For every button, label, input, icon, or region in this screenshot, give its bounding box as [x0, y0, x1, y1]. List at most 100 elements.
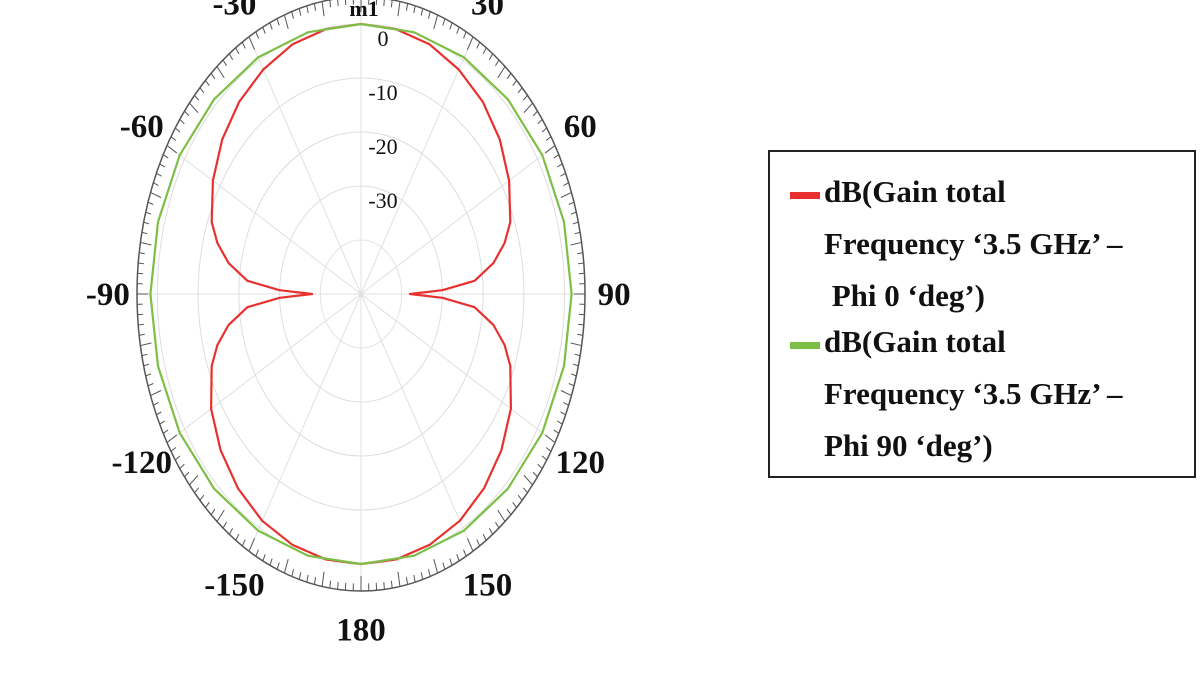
tick-mark — [495, 521, 500, 529]
tick-mark — [170, 136, 177, 141]
tick-mark — [262, 26, 266, 34]
tick-mark — [138, 262, 144, 265]
tick-mark — [174, 455, 181, 461]
spoke-210 — [248, 293, 362, 552]
tick-mark — [570, 342, 582, 347]
tick-mark — [184, 471, 190, 478]
tick-mark — [210, 508, 216, 515]
tick-mark — [570, 241, 582, 246]
tick-mark — [199, 494, 205, 501]
angle-label--150: -150 — [204, 568, 265, 604]
tick-mark — [321, 571, 325, 587]
tick-mark — [255, 31, 259, 39]
tick-mark — [162, 429, 169, 434]
tick-mark — [449, 22, 453, 30]
tick-mark — [563, 402, 569, 406]
angle-labels: 0 30 60 90 120 150 180 -150 -120 -90 -60 -30 — [86, 0, 631, 649]
radial-label--30: -30 — [368, 188, 397, 213]
tick-mark — [337, 0, 339, 7]
tick-mark — [194, 94, 200, 101]
tick-mark — [189, 475, 199, 486]
tick-mark — [488, 53, 494, 60]
tick-mark — [572, 363, 579, 367]
tick-mark — [156, 172, 162, 177]
tick-mark — [216, 509, 225, 522]
tick-mark — [184, 110, 190, 117]
tick-mark — [428, 569, 431, 577]
tick-mark — [269, 22, 273, 30]
tick-mark — [194, 487, 200, 494]
spoke-300 — [166, 145, 362, 295]
tick-mark — [138, 323, 144, 326]
tick-mark — [413, 5, 416, 14]
tick-mark — [420, 572, 424, 580]
tick-mark — [145, 373, 152, 377]
tick-mark — [420, 8, 424, 16]
tick-mark — [570, 373, 577, 377]
angle-label-180: 180 — [336, 613, 386, 649]
series-layer — [149, 22, 573, 566]
tick-mark — [563, 182, 569, 186]
tick-mark — [159, 163, 165, 168]
tick-mark — [143, 363, 150, 367]
legend-label-phi0: dB(Gain total Frequency ‘3.5 GHz’ – Phi … — [824, 174, 1123, 313]
tick-mark — [313, 577, 317, 585]
tick-mark — [456, 554, 460, 562]
tick-mark — [476, 539, 481, 547]
angle-label-150: 150 — [463, 568, 513, 604]
tick-mark — [522, 94, 528, 101]
tick-mark — [517, 494, 523, 501]
tick-mark — [140, 342, 152, 347]
tick-mark — [298, 8, 302, 16]
tick-mark — [397, 571, 401, 587]
tick-mark — [442, 562, 446, 570]
tick-mark — [572, 221, 579, 225]
tick-mark — [222, 59, 227, 67]
spoke-30 — [360, 36, 474, 295]
tick-mark — [241, 539, 246, 547]
tick-mark — [306, 574, 309, 583]
tick-mark — [153, 402, 159, 406]
tick-mark — [545, 447, 552, 452]
spoke-240 — [166, 293, 362, 443]
tick-mark — [216, 66, 225, 79]
tick-mark — [143, 221, 150, 225]
legend-label-phi90: dB(Gain total Frequency ‘3.5 GHz’ – Phi … — [824, 324, 1123, 463]
tick-mark — [578, 272, 585, 275]
tick-mark — [523, 475, 533, 486]
tick-mark — [329, 580, 332, 589]
tick-mark — [137, 313, 144, 316]
tick-mark — [541, 455, 548, 461]
tick-mark — [141, 231, 148, 235]
tick-mark — [488, 528, 494, 535]
tick-mark — [570, 211, 577, 215]
radial-label-0: 0 — [378, 26, 389, 51]
tick-mark — [495, 59, 500, 67]
spoke-150 — [360, 293, 474, 552]
legend-swatch-phi0 — [790, 192, 820, 199]
tick-mark — [162, 154, 169, 159]
angle-label--120: -120 — [112, 445, 173, 481]
tick-mark — [150, 191, 162, 198]
tick-mark — [262, 554, 266, 562]
tick-mark — [463, 31, 467, 39]
tick-mark — [574, 353, 581, 357]
tick-mark — [560, 172, 566, 177]
tick-mark — [523, 102, 533, 113]
tick-mark — [383, 581, 385, 590]
polar-chart: 0 30 60 90 120 150 180 -150 -120 -90 -60 -30 0 -10 -2… — [86, 0, 631, 649]
tick-mark — [578, 313, 585, 316]
radial-label--10: -10 — [368, 80, 397, 105]
tick-mark — [179, 463, 185, 469]
tick-mark — [522, 487, 528, 494]
tick-mark — [449, 558, 453, 566]
angle-label--30: -30 — [212, 0, 256, 22]
tick-mark — [506, 508, 512, 515]
tick-mark — [383, 0, 385, 7]
angle-label--60: -60 — [120, 109, 164, 145]
tick-mark — [153, 182, 159, 186]
tick-mark — [544, 434, 556, 443]
radial-label--20: -20 — [368, 134, 397, 159]
tick-mark — [306, 5, 309, 14]
tick-mark — [560, 390, 572, 397]
